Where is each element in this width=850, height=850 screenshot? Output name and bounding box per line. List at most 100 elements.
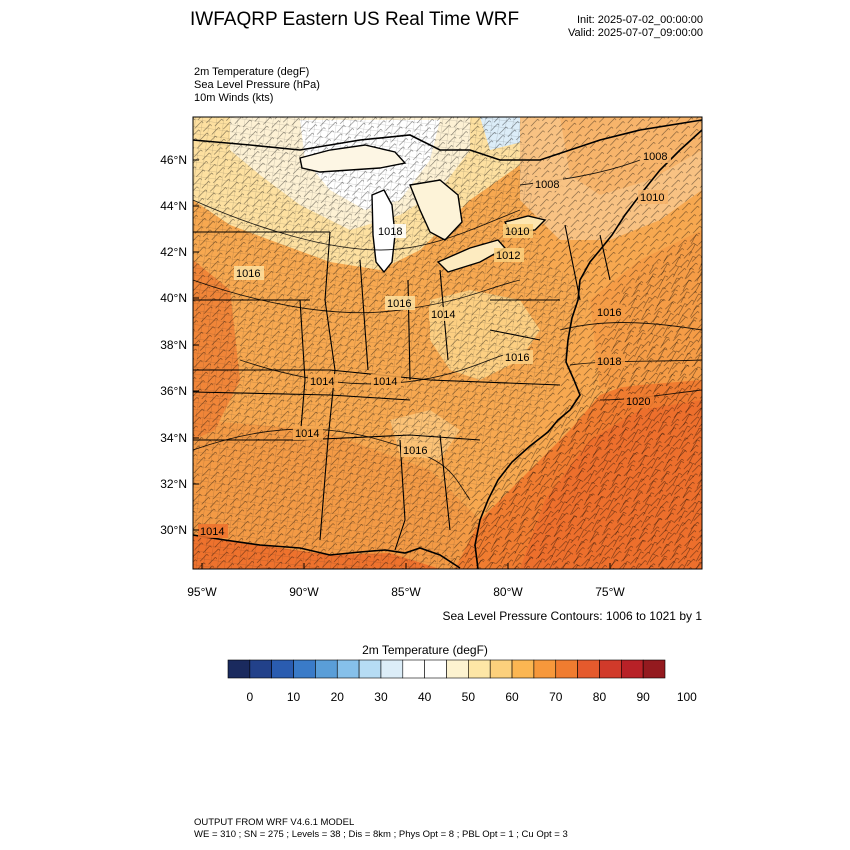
- field-winds: 10m Winds (kts): [194, 92, 274, 104]
- pressure-label: 1012: [494, 248, 524, 262]
- lat-label: 32°N: [160, 477, 187, 491]
- lon-label: 75°W: [595, 585, 625, 599]
- pressure-label: 1014: [429, 307, 459, 321]
- lat-label: 42°N: [160, 245, 187, 259]
- pressure-labels: 1008 1008 1010 1010 1012 1018 1016 1016 …: [198, 149, 671, 538]
- contour-note: Sea Level Pressure Contours: 1006 to 102…: [442, 609, 703, 623]
- lat-label: 46°N: [160, 153, 187, 167]
- colorbar-swatch: [315, 659, 338, 679]
- footer-model: OUTPUT FROM WRF V4.6.1 MODEL: [194, 817, 355, 828]
- pressure-label: 1010: [503, 224, 533, 238]
- lat-label: 30°N: [160, 523, 187, 537]
- colorbar-swatch: [271, 659, 294, 679]
- svg-text:1014: 1014: [310, 376, 334, 388]
- svg-text:1008: 1008: [643, 151, 667, 163]
- coastline: [193, 119, 702, 569]
- colorbar-swatch: [555, 659, 578, 679]
- pressure-label: 1008: [533, 177, 563, 191]
- field-list: 2m Temperature (degF) Sea Level Pressure…: [194, 66, 320, 105]
- colorbar-swatch: [446, 659, 469, 679]
- colorbar-swatch: [380, 659, 404, 679]
- pressure-label: 1014: [293, 426, 323, 440]
- colorbar-label: 30: [374, 690, 388, 704]
- colorbar-label: 90: [636, 690, 650, 704]
- pressure-label: 1016: [595, 305, 625, 319]
- pressure-label: 1016: [385, 296, 415, 310]
- colorbar-swatch: [227, 659, 251, 679]
- pressure-label: 1016: [401, 443, 431, 457]
- pressure-label: 1018: [548, 330, 578, 344]
- colorbar-swatch: [336, 659, 360, 679]
- svg-text:1018: 1018: [378, 226, 402, 238]
- lon-axis: 95°W 90°W 85°W 80°W 75°W: [187, 563, 625, 599]
- colorbar-label: 80: [593, 690, 607, 704]
- colorbar-label: 20: [331, 690, 345, 704]
- svg-text:1014: 1014: [295, 428, 319, 440]
- isobars: [193, 159, 702, 501]
- pressure-label: 1020: [624, 394, 654, 408]
- colorbar-label: 10: [287, 690, 301, 704]
- lake-superior: [299, 144, 407, 173]
- pressure-label: 1018: [595, 354, 625, 368]
- field-pressure: Sea Level Pressure (hPa): [194, 79, 320, 91]
- footer-config: WE = 310 ; SN = 275 ; Levels = 38 ; Dis …: [194, 829, 568, 840]
- colorbar-swatch: [489, 659, 513, 679]
- svg-text:1014: 1014: [431, 309, 455, 321]
- colorbar-swatch: [533, 659, 557, 679]
- lon-label: 95°W: [187, 585, 217, 599]
- map-frame: [192, 116, 703, 570]
- pressure-label: 1016: [234, 266, 264, 280]
- lon-label: 85°W: [391, 585, 421, 599]
- pressure-label: 1014: [198, 524, 228, 538]
- colorbar-title: 2m Temperature (degF): [362, 643, 488, 657]
- colorbar-label: 60: [505, 690, 519, 704]
- svg-text:1018: 1018: [597, 356, 621, 368]
- lat-label: 36°N: [160, 384, 187, 398]
- lat-label: 44°N: [160, 199, 187, 213]
- field-temperature: 2m Temperature (degF): [194, 66, 310, 78]
- colorbar-swatch: [620, 659, 644, 679]
- colorbar-swatch: [642, 659, 666, 679]
- lon-label: 80°W: [493, 585, 523, 599]
- run-times: Init: 2025-07-02_00:00:00 Valid: 2025-07…: [568, 14, 703, 40]
- svg-text:1014: 1014: [200, 526, 224, 538]
- valid-time: Valid: 2025-07-07_09:00:00: [568, 27, 703, 39]
- svg-text:1012: 1012: [496, 250, 520, 262]
- colorbar-swatch: [402, 659, 425, 679]
- pressure-label: 1016: [503, 350, 533, 364]
- svg-text:1008: 1008: [535, 179, 559, 191]
- colorbar-label: 0: [247, 690, 254, 704]
- colorbar-label: 50: [462, 690, 476, 704]
- svg-text:1020: 1020: [626, 396, 650, 408]
- lat-axis: 46°N 44°N 42°N 40°N 38°N 36°N 34°N 32°N …: [160, 153, 199, 537]
- svg-text:1016: 1016: [597, 307, 621, 319]
- svg-text:1014: 1014: [373, 376, 397, 388]
- colorbar-swatch: [511, 659, 535, 679]
- svg-text:1010: 1010: [640, 192, 664, 204]
- pressure-label: 1014: [308, 374, 338, 388]
- init-time: Init: 2025-07-02_00:00:00: [577, 14, 703, 26]
- pressure-label: 1010: [638, 190, 668, 204]
- colorbar-label: 70: [549, 690, 563, 704]
- map-field: [193, 117, 702, 569]
- svg-text:1016: 1016: [236, 268, 260, 280]
- colorbar-label: 100: [677, 690, 697, 704]
- colorbar-swatch: [358, 659, 382, 679]
- colorbar-swatch: [249, 659, 273, 679]
- lat-label: 34°N: [160, 431, 187, 445]
- colorbar-swatch: [599, 659, 622, 679]
- pressure-label: 1008: [641, 149, 671, 163]
- colorbar-swatch: [293, 659, 316, 679]
- pressure-label: 1014: [371, 374, 401, 388]
- colorbar: [227, 659, 666, 679]
- map-title: IWFAQRP Eastern US Real Time WRF: [190, 9, 520, 30]
- svg-text:1010: 1010: [505, 226, 529, 238]
- svg-text:1016: 1016: [387, 298, 411, 310]
- lon-label: 90°W: [289, 585, 319, 599]
- svg-text:1016: 1016: [403, 445, 427, 457]
- colorbar-swatch: [577, 659, 600, 679]
- colorbar-swatch: [424, 659, 447, 679]
- pressure-label: 1018: [376, 224, 406, 238]
- lat-label: 38°N: [160, 338, 187, 352]
